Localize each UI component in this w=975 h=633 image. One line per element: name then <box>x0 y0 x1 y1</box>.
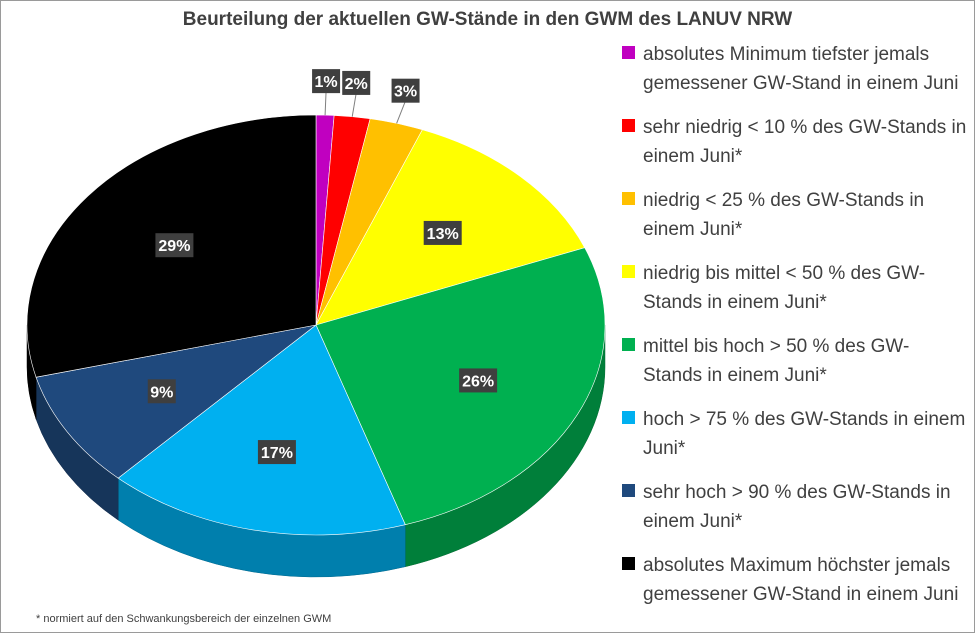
legend-swatch <box>622 192 635 205</box>
data-label-box <box>312 69 341 94</box>
legend-label: sehr niedrig < 10 % des GW-Stands in ein… <box>643 117 967 167</box>
data-labels: 1% 2% 3% 13% 26% 17% 9% 29% <box>147 69 498 465</box>
leader-line <box>324 91 327 116</box>
legend-label: absolutes Minimum tiefster jemals gemess… <box>643 44 959 94</box>
legend-label: sehr hoch > 90 % des GW-Stands in einem … <box>643 482 951 532</box>
legend-swatch <box>622 46 635 59</box>
legend-swatch <box>622 265 635 278</box>
pie-slice <box>117 324 406 536</box>
data-label-box <box>342 70 371 95</box>
leader-line <box>351 92 357 117</box>
leader-line <box>396 100 407 124</box>
legend-swatch <box>622 119 635 132</box>
legend-label: niedrig bis mittel < 50 % des GW-Stands … <box>643 263 926 313</box>
legend-label: niedrig < 25 % des GW-Stands in einem Ju… <box>643 190 925 240</box>
chart-title: Beurteilung der aktuellen GW-Stände in d… <box>182 9 793 30</box>
legend-swatch <box>622 411 635 424</box>
pie-slice <box>35 324 317 479</box>
data-label-box <box>155 233 194 258</box>
data-label: 17% <box>261 445 293 462</box>
data-label-box <box>147 379 176 404</box>
data-label: 29% <box>158 238 190 255</box>
data-label-box <box>459 368 498 393</box>
data-label: 3% <box>394 84 417 101</box>
legend-swatch <box>622 484 635 497</box>
footnote: * normiert auf den Schwankungsbereich de… <box>36 613 332 625</box>
legend-swatch <box>622 338 635 351</box>
data-label-box <box>423 220 462 245</box>
legend-swatch <box>622 557 635 570</box>
data-label: 13% <box>427 226 459 243</box>
legend-label: hoch > 75 % des GW-Stands in einem Juni* <box>643 409 966 459</box>
data-label: 9% <box>150 384 173 401</box>
data-label-box <box>257 440 296 465</box>
data-label: 26% <box>462 373 494 390</box>
legend-label: mittel bis hoch > 50 % des GW-Stands in … <box>643 336 910 386</box>
legend-label: absolutes Maximum höchster jemals gemess… <box>643 555 959 605</box>
pie-side-walls <box>26 324 606 578</box>
pie-slices <box>26 114 606 536</box>
data-label-box <box>391 78 420 103</box>
data-label: 1% <box>315 74 338 91</box>
data-label: 2% <box>345 76 368 93</box>
